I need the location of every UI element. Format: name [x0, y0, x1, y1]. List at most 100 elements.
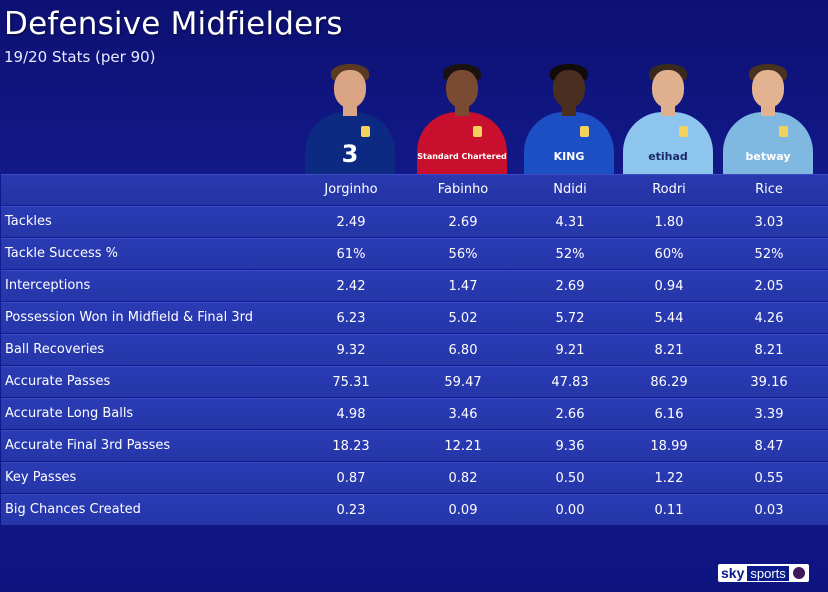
column-header: Rice [755, 182, 783, 197]
stat-cell: 0.03 [754, 503, 784, 518]
stat-cell: 9.21 [555, 343, 585, 358]
stat-cell: 60% [654, 247, 684, 262]
row-label: Tackles [5, 214, 52, 229]
stat-cell: 39.16 [750, 375, 788, 390]
logo-sky-text: sky [721, 565, 745, 581]
player-head [446, 70, 478, 108]
player-photo: 3 [301, 60, 399, 174]
stat-cell: 47.83 [551, 375, 589, 390]
stat-cell: 18.23 [332, 439, 370, 454]
stat-cell: 2.69 [555, 279, 585, 294]
row-label: Key Passes [5, 470, 77, 485]
column-header: Rodri [652, 182, 686, 197]
player-head [553, 70, 585, 108]
stat-cell: 56% [448, 247, 478, 262]
stat-cell: 61% [336, 247, 366, 262]
stat-cell: 9.36 [555, 439, 585, 454]
stat-cell: 52% [555, 247, 585, 262]
stat-cell: 5.02 [448, 311, 478, 326]
table-header-row: Jorginho Fabinho Ndidi Rodri Rice [1, 174, 828, 205]
row-label: Accurate Final 3rd Passes [5, 438, 171, 453]
column-header: Jorginho [324, 182, 378, 197]
stat-cell: 12.21 [444, 439, 482, 454]
stat-cell: 1.47 [448, 279, 478, 294]
table-row: Possession Won in Midfield & Final 3rd 6.… [1, 302, 828, 333]
stat-cell: 0.00 [555, 503, 585, 518]
player-shirt [623, 112, 713, 174]
club-badge-icon [580, 126, 589, 137]
stat-cell: 0.23 [336, 503, 366, 518]
player-photo: KING [520, 60, 618, 174]
player-shirt [417, 112, 507, 174]
row-label: Ball Recoveries [5, 342, 105, 357]
shirt-sponsor: betway [745, 150, 791, 163]
stat-cell: 5.72 [555, 311, 585, 326]
stat-cell: 2.42 [336, 279, 366, 294]
stats-table: Jorginho Fabinho Ndidi Rodri Rice Tackles 2.4… [1, 174, 828, 526]
table-row: Key Passes 0.87 0.82 0.50 1.22 0.55 [1, 462, 828, 493]
stat-cell: 0.50 [555, 471, 585, 486]
logo-sports-text: sports [747, 565, 789, 581]
club-badge-icon [473, 126, 482, 137]
column-header: Fabinho [437, 182, 489, 197]
stat-cell: 0.55 [754, 471, 784, 486]
player-photo: Standard Chartered [413, 60, 511, 174]
player-head [752, 70, 784, 108]
stat-cell: 0.94 [654, 279, 684, 294]
row-label: Tackle Success % [5, 246, 118, 261]
row-label: Interceptions [5, 278, 91, 293]
sky-sports-logo: sky sports [718, 564, 809, 582]
stat-cell: 6.16 [654, 407, 684, 422]
stat-cell: 2.05 [754, 279, 784, 294]
row-label: Possession Won in Midfield & Final 3rd [5, 310, 254, 325]
shirt-sponsor: etihad [648, 150, 688, 163]
stat-cell: 2.49 [336, 215, 366, 230]
stat-cell: 3.03 [754, 215, 784, 230]
stat-cell: 8.47 [754, 439, 784, 454]
stat-cell: 5.44 [654, 311, 684, 326]
player-head [334, 70, 366, 108]
shirt-sponsor: KING [553, 150, 585, 163]
page-subtitle: 19/20 Stats (per 90) [4, 48, 156, 66]
table-row: Tackles 2.49 2.69 4.31 1.80 3.03 [1, 206, 828, 237]
table-row: Accurate Passes 75.31 59.47 47.83 86.29 39.16 [1, 366, 828, 397]
table-row: Big Chances Created 0.23 0.09 0.00 0.11 0.03 [1, 494, 828, 525]
stat-cell: 8.21 [654, 343, 684, 358]
stat-cell: 2.66 [555, 407, 585, 422]
stat-cell: 3.39 [754, 407, 784, 422]
stat-cell: 4.98 [336, 407, 366, 422]
club-badge-icon [779, 126, 788, 137]
stat-cell: 9.32 [336, 343, 366, 358]
stat-cell: 4.31 [555, 215, 585, 230]
stat-cell: 0.87 [336, 471, 366, 486]
player-photo: etihad [619, 60, 717, 174]
stat-cell: 1.80 [654, 215, 684, 230]
stat-cell: 0.09 [448, 503, 478, 518]
stat-cell: 75.31 [332, 375, 370, 390]
premier-league-icon [791, 566, 806, 580]
row-label: Accurate Long Balls [5, 406, 134, 421]
row-label: Big Chances Created [5, 502, 141, 517]
table-row: Accurate Long Balls 4.98 3.46 2.66 6.16 3.39 [1, 398, 828, 429]
club-badge-icon [361, 126, 370, 137]
table-row: Ball Recoveries 9.32 6.80 9.21 8.21 8.21 [1, 334, 828, 365]
stat-cell: 0.82 [448, 471, 478, 486]
stat-cell: 86.29 [650, 375, 688, 390]
stat-cell: 4.26 [754, 311, 784, 326]
table-row: Interceptions 2.42 1.47 2.69 0.94 2.05 [1, 270, 828, 301]
table-row: Tackle Success % 61% 56% 52% 60% 52% [1, 238, 828, 269]
shirt-sponsor: Standard Chartered [417, 152, 507, 161]
player-shirt [524, 112, 614, 174]
stat-cell: 18.99 [650, 439, 688, 454]
stat-cell: 59.47 [444, 375, 482, 390]
stat-cell: 1.22 [654, 471, 684, 486]
table-row: Accurate Final 3rd Passes 18.23 12.21 9.36 1… [1, 430, 828, 461]
stat-cell: 6.80 [448, 343, 478, 358]
player-head [652, 70, 684, 108]
stat-cell: 52% [754, 247, 784, 262]
player-photo: betway [719, 60, 817, 174]
row-label: Accurate Passes [5, 374, 111, 389]
player-shirt [305, 112, 395, 174]
stat-cell: 8.21 [754, 343, 784, 358]
stat-cell: 3.46 [448, 407, 478, 422]
